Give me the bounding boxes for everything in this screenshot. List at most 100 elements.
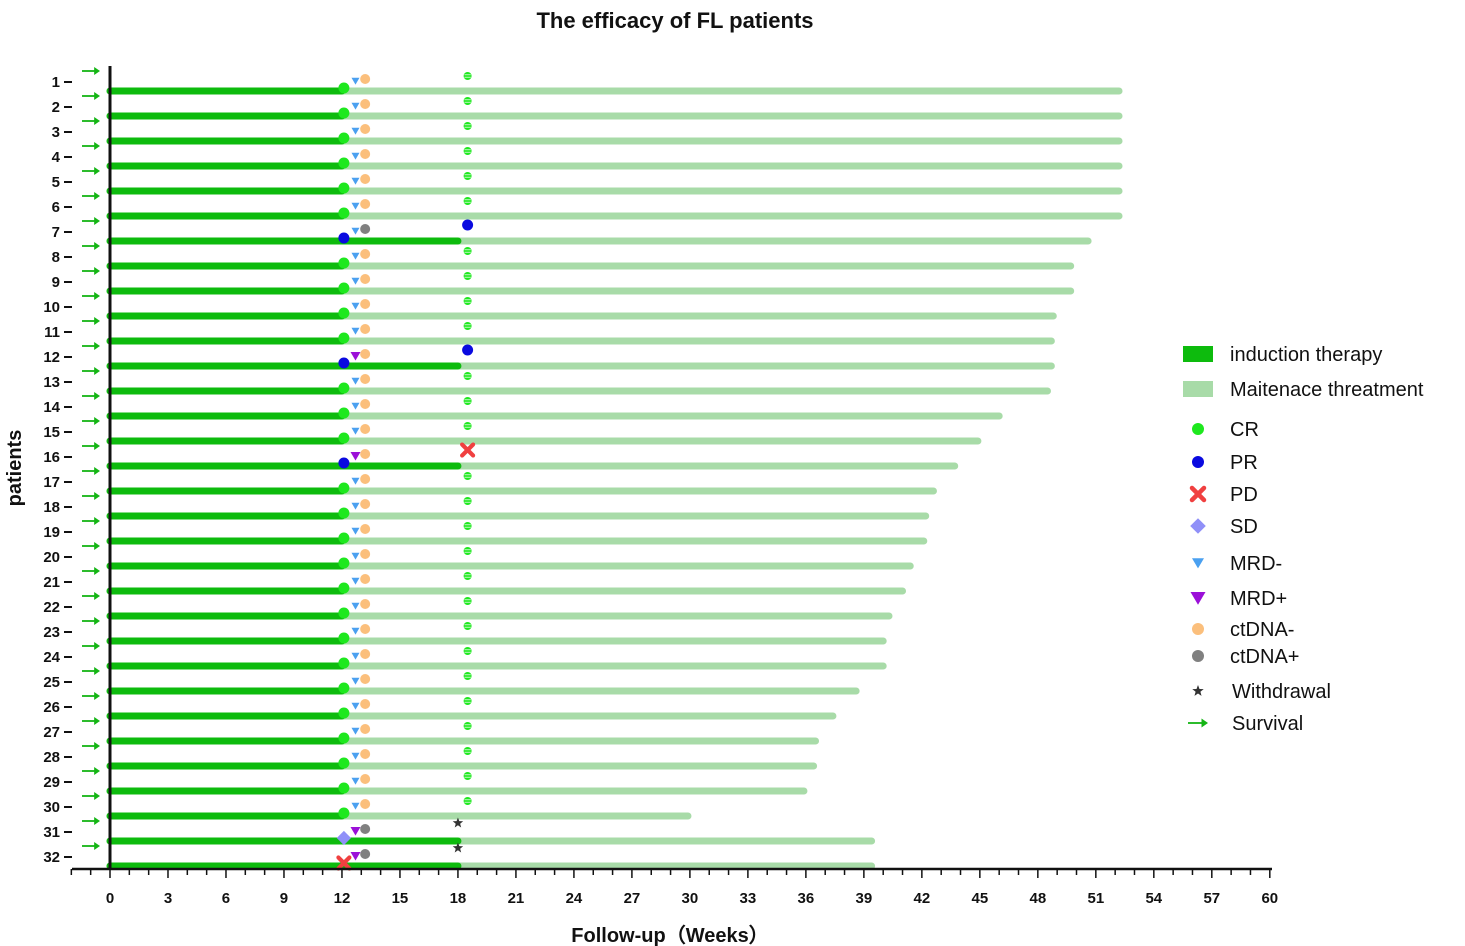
survival-marker-8-head	[94, 241, 100, 251]
legend-label: Withdrawal	[1232, 681, 1331, 703]
x-tick-label: 60	[1261, 890, 1278, 907]
survival-marker-2	[82, 91, 100, 101]
y-tick-label: 12	[43, 349, 60, 366]
y-tick-label: 3	[52, 124, 60, 141]
survival-marker-24-head	[94, 641, 100, 651]
response-w18-marker-18-dot	[463, 497, 472, 505]
response-w18-marker-20	[463, 547, 472, 555]
ctdna-marker-27	[360, 724, 371, 734]
ctdna-marker-5	[360, 174, 371, 184]
y-tick-label: 22	[43, 599, 60, 616]
y-tick-label: 13	[43, 374, 60, 391]
response-w18-marker-2-dot	[463, 97, 472, 105]
response-w12-marker-1	[338, 82, 350, 94]
mrd-marker-24	[351, 652, 360, 660]
response-w18-marker-3	[463, 122, 472, 130]
survival-marker-30-head	[94, 791, 100, 801]
x-tick-label: 24	[566, 890, 583, 907]
response-w12-marker-31	[336, 830, 352, 846]
legend-swatch	[1183, 381, 1213, 397]
response-w18-marker-6-dot	[463, 197, 472, 205]
response-w18-marker-15-dot	[463, 422, 472, 430]
response-w18-marker-21-dot	[463, 572, 472, 580]
mrd-marker-14	[351, 402, 360, 410]
x-tick-label: 51	[1087, 890, 1104, 907]
survival-marker-19	[82, 516, 100, 526]
response-w18-marker-10	[463, 297, 472, 305]
survival-marker-8	[82, 241, 100, 251]
ctdna-marker-18	[360, 499, 371, 509]
mrd-marker-23	[351, 627, 360, 635]
y-tick-label: 11	[44, 324, 60, 341]
survival-marker-9-head	[94, 266, 100, 276]
response-w18-marker-28-dot	[463, 747, 472, 755]
legend-swatch	[1183, 346, 1213, 362]
survival-marker-25-head	[94, 666, 100, 676]
response-w12-marker-24	[338, 657, 350, 669]
legend-swatch	[1190, 592, 1206, 605]
mrd-marker-12	[350, 352, 361, 361]
mrd-marker-13	[351, 377, 360, 385]
response-w18-marker-17-dot	[463, 472, 472, 480]
survival-marker-3-head	[94, 116, 100, 126]
response-w18-marker-19-dot	[463, 522, 472, 530]
response-w12-marker-19	[338, 532, 350, 544]
y-tick-label: 30	[43, 799, 60, 816]
ctdna-marker-9	[360, 274, 371, 284]
survival-marker-14	[82, 391, 100, 401]
ctdna-marker-30	[360, 799, 371, 809]
mrd-marker-10	[351, 302, 360, 310]
response-w12-marker-27	[338, 732, 350, 744]
response-w18-marker-22	[463, 597, 472, 605]
survival-marker-10-head	[94, 291, 100, 301]
legend-label: ctDNA+	[1230, 646, 1299, 668]
legend-label: SD	[1230, 516, 1258, 538]
ctdna-marker-23	[360, 624, 371, 634]
y-tick-label: 6	[52, 199, 60, 216]
response-w18-marker-3-dot	[463, 122, 472, 130]
x-tick-label: 30	[682, 890, 699, 907]
legend-swatch-stroke-2	[1189, 485, 1207, 503]
y-tick-label: 25	[43, 674, 60, 691]
y-tick-label: 1	[52, 74, 60, 91]
response-w18-marker-26-dot	[463, 697, 472, 705]
survival-marker-32-head	[94, 841, 100, 851]
legend-label: MRD-	[1230, 553, 1282, 575]
ctdna-marker-25	[360, 674, 371, 684]
x-tick-label: 12	[334, 890, 351, 907]
y-tick-label: 18	[43, 499, 60, 516]
response-w18-marker-24	[463, 647, 472, 655]
mrd-marker-27	[351, 727, 360, 735]
response-w18-marker-11-dot	[463, 322, 472, 330]
y-axis-title: patients	[4, 430, 26, 507]
response-w18-marker-9	[463, 272, 472, 280]
response-w18-marker-8	[463, 247, 472, 255]
x-axis-title: Follow-up（Weeks）	[571, 924, 768, 946]
response-w18-marker-27-dot	[463, 722, 472, 730]
response-w18-marker-28	[463, 747, 472, 755]
mrd-marker-22	[351, 602, 360, 610]
survival-marker-22-head	[94, 591, 100, 601]
ctdna-marker-13	[360, 374, 371, 384]
response-w18-marker-17	[463, 472, 472, 480]
response-w18-marker-20-dot	[463, 547, 472, 555]
ctdna-marker-11	[360, 324, 371, 334]
survival-marker-16-head	[94, 441, 100, 451]
survival-marker-4-head	[94, 141, 100, 151]
y-tick-label: 17	[43, 474, 60, 491]
ctdna-marker-22	[360, 599, 371, 609]
ctdna-marker-28	[360, 749, 371, 759]
y-tick-label: 9	[52, 274, 60, 291]
x-tick-label: 0	[106, 890, 114, 907]
response-w12-marker-25	[338, 682, 350, 694]
mrd-marker-5	[351, 177, 360, 185]
survival-marker-1	[82, 66, 100, 76]
survival-marker-5-head	[94, 166, 100, 176]
mrd-marker-4	[351, 152, 360, 160]
y-tick-label: 14	[43, 399, 60, 416]
x-tick-label: 39	[856, 890, 873, 907]
legend-swatch	[1189, 485, 1207, 503]
response-w12-marker-29	[338, 782, 350, 794]
survival-marker-11-head	[94, 316, 100, 326]
